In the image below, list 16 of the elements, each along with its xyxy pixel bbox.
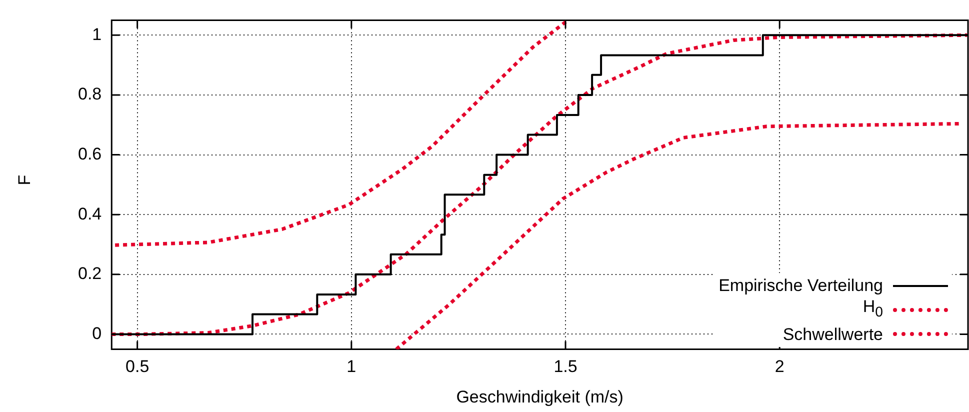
line-series (113, 20, 568, 247)
y-tick-label: 0 (92, 324, 102, 343)
y-tick-label: 1 (92, 24, 102, 44)
x-axis-title: Geschwindigkeit (m/s) (456, 387, 624, 406)
x-tick-label: 1.5 (554, 357, 578, 376)
x-tick-label: 0.5 (126, 357, 150, 376)
y-tick-label: 0.4 (78, 204, 102, 224)
y-tick-label: 0.6 (78, 144, 102, 164)
legend-label: Schwellwerte (782, 324, 883, 345)
x-tick-label: 2 (774, 357, 784, 376)
y-axis-title: F (15, 174, 35, 188)
y-tick-label: 0.2 (78, 264, 102, 284)
y-tick-label: 0.8 (78, 84, 102, 104)
legend-label: H$_{0}$ (862, 296, 883, 323)
x-tick-label: 1 (346, 357, 356, 376)
legend-label: Empirische Verteilung (718, 275, 883, 296)
